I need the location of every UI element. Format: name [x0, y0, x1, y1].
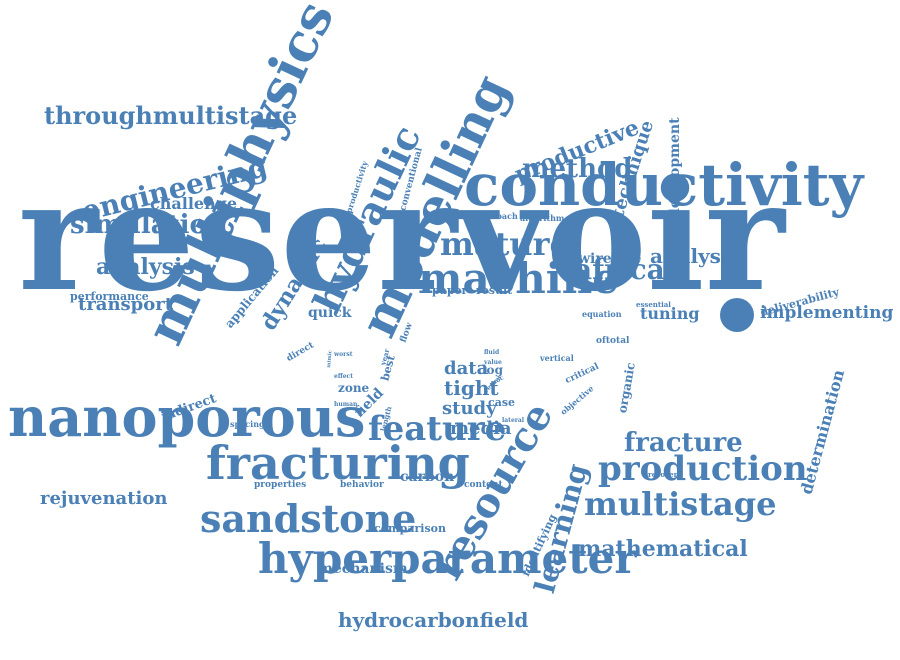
- word-equation: equation: [582, 309, 622, 319]
- word-transport: transport: [78, 294, 174, 315]
- word-mature: mature: [440, 225, 570, 263]
- word-zone: zone: [338, 381, 370, 395]
- word-effect: effect: [334, 373, 353, 380]
- word-lateral: lateral: [502, 417, 525, 424]
- word-production: production: [598, 449, 808, 489]
- word-recovery: recovery: [648, 470, 682, 479]
- word-oftotal: oftotal: [596, 336, 630, 346]
- word-carbon: carbon: [400, 469, 455, 485]
- word-content: content: [464, 480, 503, 490]
- word-data: data: [444, 358, 489, 379]
- word-result: result: [476, 284, 513, 297]
- word-determination: determination: [796, 367, 849, 497]
- word-essential: essential: [636, 300, 671, 309]
- word-critical: critical: [563, 361, 601, 386]
- word-mimic: mimic: [326, 350, 334, 368]
- word-fluid: fluid: [484, 349, 500, 356]
- word-media: media: [450, 418, 512, 439]
- word-hydrocarbonfield: hydrocarbonfield: [338, 608, 529, 632]
- word-simulation: simulation: [70, 210, 226, 240]
- word-algorithm: algorithm: [520, 213, 565, 223]
- word-feature: feature: [368, 409, 507, 449]
- word-spacing: spacing: [230, 419, 265, 429]
- word-paper: paper: [432, 284, 468, 297]
- word-fracture: fracture: [624, 428, 743, 458]
- word-log: log: [482, 363, 503, 377]
- word-wireline: wireline: [578, 251, 642, 267]
- word-case: case: [488, 396, 516, 409]
- word-mathematical: mathematical: [578, 536, 748, 562]
- word-performance: performance: [70, 290, 149, 303]
- word-human: human: [334, 401, 358, 408]
- word-fracturing: fracturing: [206, 436, 470, 490]
- word-method: method: [522, 154, 633, 184]
- word-implementing: implementing: [760, 303, 894, 323]
- word-development: development: [667, 117, 683, 218]
- word-multistage: multistage: [584, 485, 777, 523]
- word-machine: machine: [418, 254, 619, 303]
- word-sandstone: sandstone: [200, 496, 417, 541]
- word-value: value: [484, 359, 502, 366]
- word-analysis: analysis: [96, 254, 195, 280]
- word-quick: quick: [308, 305, 352, 321]
- word-tuning: tuning: [640, 304, 700, 323]
- word-african: african: [574, 253, 686, 286]
- word-direct: direct: [285, 340, 316, 364]
- word-vertical: vertical: [540, 353, 574, 363]
- word-objective: objective: [558, 383, 596, 417]
- word-mechanism: mechanism: [318, 561, 408, 577]
- word-tight: tight: [444, 376, 499, 400]
- word-hyperparameter: hyperparameter: [258, 534, 637, 583]
- word-nanoporous: nanoporous: [8, 385, 366, 449]
- word-analyser: analyser: [650, 244, 745, 268]
- word-throughmultistage: throughmultistage: [44, 101, 298, 130]
- word-worst: worst: [334, 351, 353, 358]
- word-approach: approach: [476, 211, 518, 221]
- circle-dot: [720, 298, 754, 332]
- word-organic: organic: [615, 361, 638, 415]
- word-behavior: behavior: [340, 480, 384, 490]
- word-properties: properties: [254, 480, 307, 490]
- word-reservoir: reservoir: [18, 146, 785, 325]
- word-conductivity: conductivity: [464, 151, 864, 219]
- word-study: study: [442, 398, 497, 419]
- word-rejuvenation: rejuvenation: [40, 488, 168, 509]
- word-challenge: challenge: [150, 194, 238, 213]
- word-comparison: comparison: [374, 522, 446, 535]
